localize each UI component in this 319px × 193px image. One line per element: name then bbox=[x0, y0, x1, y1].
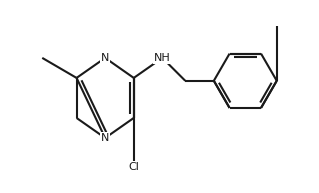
Text: Cl: Cl bbox=[128, 162, 139, 172]
Text: N: N bbox=[101, 133, 109, 143]
Text: NH: NH bbox=[154, 53, 171, 63]
Text: N: N bbox=[101, 53, 109, 63]
